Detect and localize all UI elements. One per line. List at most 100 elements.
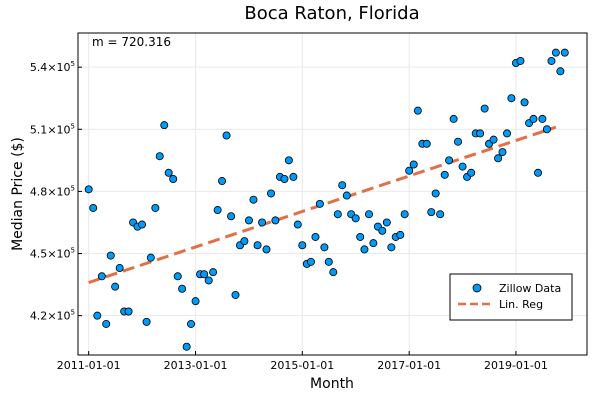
data-point	[445, 156, 454, 165]
data-point	[360, 245, 369, 254]
data-point	[151, 203, 160, 212]
data-point	[102, 319, 111, 328]
y-tick-mantissa: 4.2	[30, 310, 48, 323]
data-point	[204, 276, 213, 285]
data-point	[173, 272, 182, 281]
data-point	[138, 220, 147, 229]
data-point	[298, 241, 307, 250]
legend-label-zillow: Zillow Data	[499, 282, 561, 295]
data-point	[178, 284, 187, 293]
y-tick-label: 5.1×105	[30, 122, 75, 136]
data-point	[436, 210, 445, 219]
data-point	[182, 342, 191, 351]
plot-frame	[77, 32, 588, 356]
y-tick-label: 5.4×105	[30, 60, 75, 74]
data-point	[293, 220, 302, 229]
data-point	[405, 166, 414, 175]
data-point	[560, 48, 569, 57]
regression-line	[88, 125, 557, 284]
data-point	[191, 297, 200, 306]
data-point	[382, 218, 391, 227]
y-tick-exponent: 5	[71, 122, 75, 130]
data-point	[422, 139, 431, 148]
data-point	[84, 185, 93, 194]
data-point	[494, 154, 503, 163]
data-point	[387, 243, 396, 252]
data-point	[111, 282, 120, 291]
data-point	[538, 114, 547, 123]
data-point	[369, 239, 378, 248]
data-point	[218, 177, 227, 186]
data-point	[262, 245, 271, 254]
data-point	[284, 156, 293, 165]
data-point	[320, 243, 329, 252]
data-point	[315, 199, 324, 208]
data-point	[476, 129, 485, 138]
legend-box	[449, 273, 573, 321]
data-point	[200, 270, 209, 279]
data-point	[271, 216, 280, 225]
data-point	[115, 264, 124, 273]
data-point	[97, 272, 106, 281]
data-point	[169, 174, 178, 183]
data-point	[396, 230, 405, 239]
y-tick-base: ×10	[47, 123, 70, 136]
data-point	[231, 290, 240, 299]
data-point	[467, 168, 476, 177]
data-point	[311, 232, 320, 241]
x-tick-label: 2017-01-01	[377, 359, 441, 372]
data-point	[240, 237, 249, 246]
data-point	[458, 162, 467, 171]
data-point	[364, 210, 373, 219]
data-point	[516, 56, 525, 65]
data-point	[551, 48, 560, 57]
data-point	[378, 226, 387, 235]
data-point	[146, 253, 155, 262]
data-point	[480, 104, 489, 113]
data-point	[440, 170, 449, 179]
y-axis-label: Median Price ($)	[10, 137, 26, 251]
data-point	[155, 152, 164, 161]
regression-line-layer	[88, 125, 557, 284]
data-point	[329, 268, 338, 277]
x-tick-label: 2011-01-01	[57, 359, 121, 372]
data-point	[222, 131, 231, 140]
data-point	[227, 212, 236, 221]
x-tick-label: 2019-01-01	[484, 359, 548, 372]
y-tick-mantissa: 5.1	[30, 123, 48, 136]
data-point	[413, 106, 422, 115]
y-tick-mantissa: 5.4	[30, 61, 48, 74]
data-point	[489, 135, 498, 144]
data-point	[160, 121, 169, 130]
y-tick-base: ×10	[47, 185, 70, 198]
legend: Zillow Data Lin. Reg	[449, 273, 573, 321]
x-tick-label: 2015-01-01	[270, 359, 334, 372]
data-point	[289, 172, 298, 181]
data-point	[280, 174, 289, 183]
chart-title: Boca Raton, Florida	[244, 3, 419, 24]
data-point	[449, 114, 458, 123]
data-point	[324, 257, 333, 266]
y-tick-label: 4.2×105	[30, 309, 75, 323]
y-tick-label: 4.8×105	[30, 184, 75, 198]
x-axis-label: Month	[310, 376, 354, 392]
data-point	[542, 125, 551, 134]
data-point	[164, 168, 173, 177]
data-point	[547, 56, 556, 65]
grid-lines	[78, 33, 587, 355]
y-tick-label: 4.5×105	[30, 247, 75, 261]
data-point	[333, 210, 342, 219]
legend-label-regression: Lin. Reg	[499, 298, 543, 311]
data-point	[400, 210, 409, 219]
slope-annotation: m = 720.316	[92, 35, 171, 49]
data-point	[249, 195, 258, 204]
data-point	[507, 94, 516, 103]
data-point	[306, 257, 315, 266]
data-point	[556, 67, 565, 76]
y-tick-base: ×10	[47, 61, 70, 74]
legend-marker-zillow	[472, 283, 482, 293]
data-point	[529, 114, 538, 123]
y-tick-exponent: 5	[71, 184, 75, 192]
